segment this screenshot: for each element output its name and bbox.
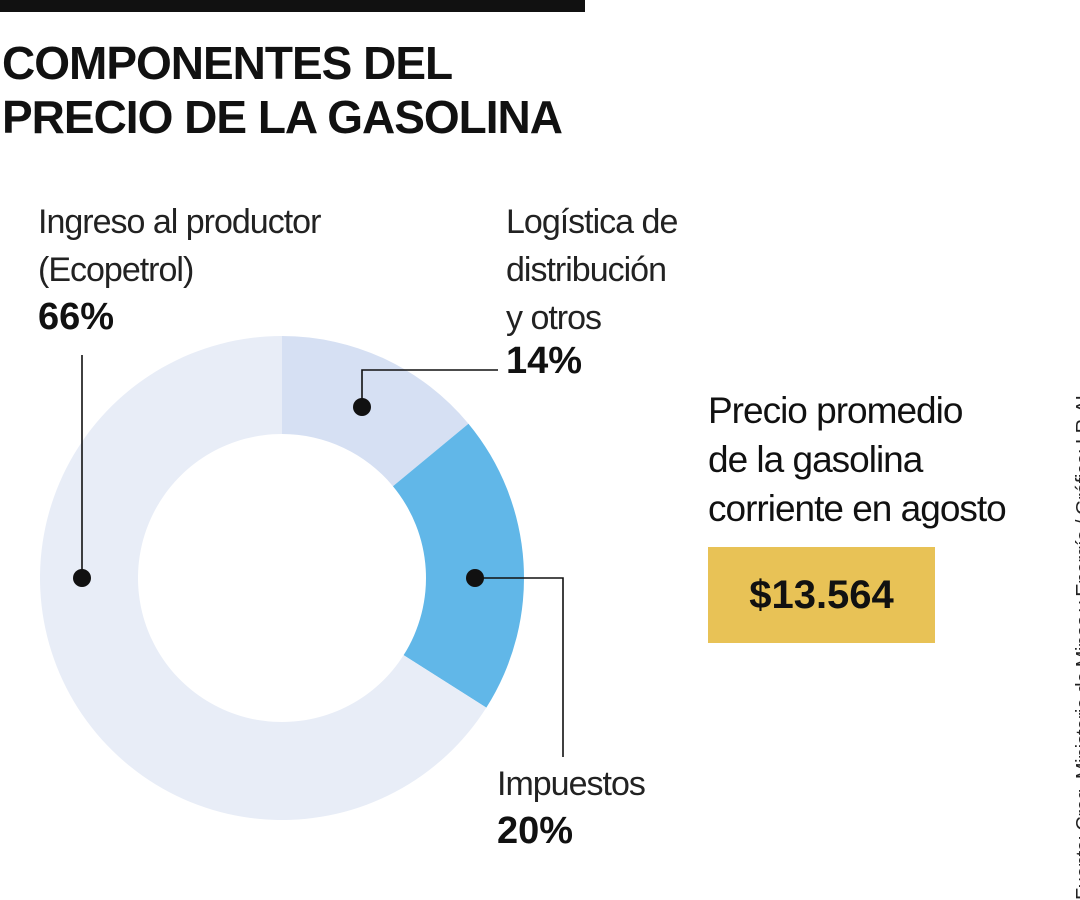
donut-slice-ingreso-productor [40,336,487,820]
label-impuestos-name: Impuestos [497,765,646,803]
label-logistica-value: 14% [506,340,583,382]
label-ingreso-productor-value: 66% [38,296,115,338]
leader-line-impuestos [475,577,564,757]
label-ingreso-productor: Ingreso al productor (Ecopetrol) 66% [38,198,321,340]
leader-line-logistica [361,369,498,407]
price-value-box: $13.564 [708,547,935,643]
price-value: $13.564 [749,572,894,617]
donut-slice-impuestos [392,423,524,708]
label-logistica-name: Logística de distribución y otros [506,203,678,337]
price-caption: Precio promedio de la gasolina corriente… [708,390,1007,529]
marker-dot-impuestos [466,569,484,587]
label-ingreso-productor-name: Ingreso al productor (Ecopetrol) [38,203,321,289]
top-rule [0,0,585,12]
source-credit: Fuente: Creg, Ministerio de Minas y Ener… [1073,389,1080,900]
chart-title-line-2: PRECIO DE LA GASOLINA [2,91,563,143]
marker-dot-logistica [353,398,371,416]
chart-title-line-1: COMPONENTES DEL [2,37,453,89]
marker-dot-ingreso-productor [73,569,91,587]
label-impuestos-value: 20% [497,810,574,852]
label-impuestos: Impuestos 20% [497,760,646,854]
chart-title: COMPONENTES DEL PRECIO DE LA GASOLINA [2,36,563,144]
donut-slice-logistica [282,336,469,487]
label-logistica: Logística de distribución y otros 14% [506,198,678,384]
